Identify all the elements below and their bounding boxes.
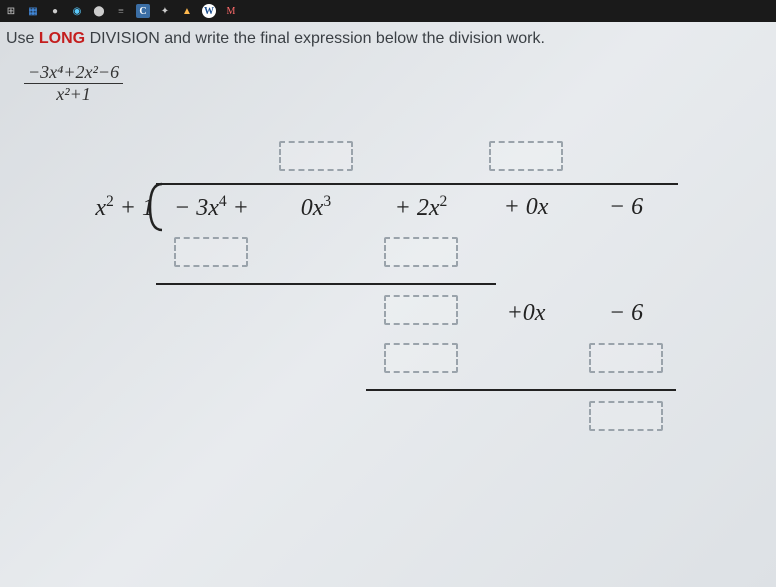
rem1-box[interactable] (384, 295, 458, 325)
rem1-t5: − 6 (576, 300, 676, 327)
dividend-row: x2 + 1 − 3x4 + 0x3 + 2x2 + 0x − 6 (36, 183, 770, 231)
long-division-work: x2 + 1 − 3x4 + 0x3 + 2x2 + 0x − 6 (36, 135, 770, 443)
tb-icon-dot2[interactable]: ◉ (70, 4, 84, 18)
rem1-t4: +0x (476, 300, 576, 327)
instruction-text: Use LONG DIVISION and write the final ex… (6, 30, 770, 48)
division-hook (148, 182, 168, 232)
quotient-row (36, 135, 770, 183)
problem-fraction: −3x⁴+2x²−6 x²+1 (24, 62, 123, 105)
division-bar (156, 183, 678, 185)
tb-icon-burger[interactable]: ≡ (114, 4, 128, 18)
subtract-row-1 (36, 231, 770, 279)
taskbar: ⊞ ▦ ● ◉ ⬤ ≡ C ✦ ▲ W M (0, 0, 776, 22)
instr-long: LONG (39, 30, 85, 47)
content-area: Use LONG DIVISION and write the final ex… (0, 22, 776, 451)
fraction-numerator: −3x⁴+2x²−6 (24, 62, 123, 84)
final-box[interactable] (589, 401, 663, 431)
quotient-box-2[interactable] (489, 141, 563, 171)
tb-icon-dot1[interactable]: ● (48, 4, 62, 18)
tb-icon-star[interactable]: ✦ (158, 4, 172, 18)
remainder-row-1: +0x − 6 (36, 289, 770, 337)
tb-icon-tri[interactable]: ▲ (180, 4, 194, 18)
tb-icon-c[interactable]: C (136, 4, 150, 18)
sub2-box-2[interactable] (589, 343, 663, 373)
dividend-t1: − 3x4 + (156, 193, 266, 222)
sub1-box-1[interactable] (174, 237, 248, 267)
instr-rest: DIVISION and write the final expression … (85, 30, 545, 47)
tb-icon-dot3[interactable]: ⬤ (92, 4, 106, 18)
tb-icon-apps[interactable]: ⊞ (4, 4, 18, 18)
divisor-text: x2 + 1 (36, 193, 156, 222)
subtract-row-2 (36, 337, 770, 385)
line-row-2 (36, 385, 770, 395)
final-remainder-row (36, 395, 770, 443)
fraction-denominator: x²+1 (24, 84, 123, 105)
sub2-box-1[interactable] (384, 343, 458, 373)
dividend-t2: 0x3 (266, 193, 366, 222)
instr-prefix: Use (6, 30, 39, 47)
dividend-t5: − 6 (576, 194, 676, 221)
line-row-1 (36, 279, 770, 289)
quotient-box-1[interactable] (279, 141, 353, 171)
dividend-t4: + 0x (476, 194, 576, 221)
tb-icon-square[interactable]: ▦ (26, 4, 40, 18)
tb-icon-m[interactable]: M (224, 4, 238, 18)
dividend-t3: + 2x2 (366, 193, 476, 222)
tb-icon-w[interactable]: W (202, 4, 216, 18)
sub1-box-2[interactable] (384, 237, 458, 267)
